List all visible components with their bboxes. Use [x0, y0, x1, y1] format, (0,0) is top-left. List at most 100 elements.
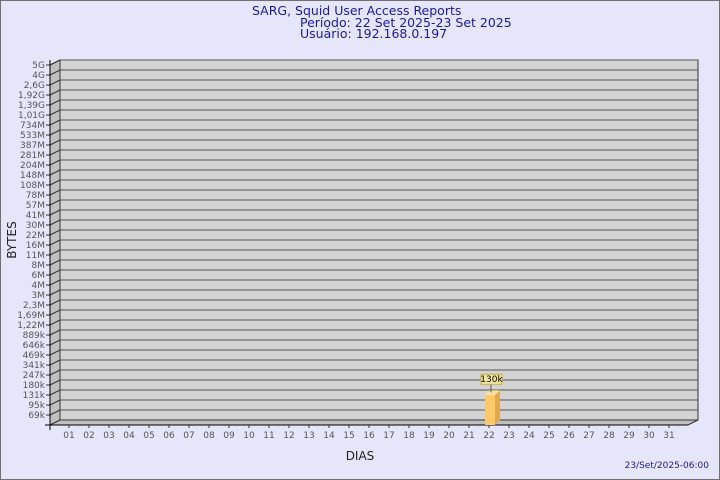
y-tick-label: 78M — [26, 191, 45, 201]
x-tick-label: 19 — [423, 431, 435, 441]
y-tick-label: 180k — [23, 381, 46, 391]
x-tick-label: 10 — [243, 431, 255, 441]
gridline-wall — [49, 269, 61, 276]
y-tick-label: 1,69M — [17, 311, 45, 321]
gridline-wall — [49, 319, 61, 326]
gridline-wall — [49, 229, 61, 236]
x-tick-label: 04 — [123, 431, 135, 441]
gridline-wall — [49, 79, 61, 86]
y-tick-label: 734M — [20, 121, 45, 131]
gridline-wall — [49, 89, 61, 96]
gridline-wall — [49, 309, 61, 316]
x-tick-label: 27 — [583, 431, 594, 441]
x-tick-label: 12 — [283, 431, 294, 441]
x-tick-label: 25 — [543, 431, 554, 441]
x-tick-label: 29 — [623, 431, 635, 441]
chart-user: Usuário: 192.168.0.197 — [300, 26, 448, 41]
x-tick-label: 06 — [163, 431, 175, 441]
y-axis-label: BYTES — [5, 221, 19, 258]
x-tick-label: 01 — [63, 431, 74, 441]
x-tick-label: 26 — [563, 431, 575, 441]
x-tick-label: 11 — [263, 431, 274, 441]
gridline-wall — [49, 159, 61, 166]
gridline-wall — [49, 129, 61, 136]
gridline-wall — [49, 299, 61, 306]
gridline-wall — [49, 339, 61, 346]
bar-side — [495, 390, 500, 425]
gridline-wall — [49, 69, 61, 76]
plot-floor — [49, 419, 699, 426]
y-tick-label: 469k — [23, 351, 46, 361]
gridline-wall — [49, 369, 61, 376]
y-tick-label: 4G — [32, 71, 45, 81]
y-tick-label: 387M — [20, 141, 45, 151]
x-tick-label: 03 — [103, 431, 114, 441]
gridline-wall — [49, 109, 61, 116]
y-tick-label: 2,3M — [23, 301, 45, 311]
y-tick-label: 204M — [20, 161, 45, 171]
x-tick-label: 17 — [383, 431, 394, 441]
gridline-wall — [49, 199, 61, 206]
y-tick-label: 148M — [20, 171, 45, 181]
gridline-wall — [49, 219, 61, 226]
data-label-box — [480, 373, 503, 385]
gridline-wall — [49, 399, 61, 406]
gridline-wall — [49, 289, 61, 296]
gridline-wall — [49, 359, 61, 366]
y-tick-label: 6M — [32, 271, 46, 281]
y-tick-label: 1,01G — [18, 111, 45, 121]
y-tick-label: 889k — [23, 331, 46, 341]
y-tick-label: 5G — [32, 61, 45, 71]
gridline-wall — [49, 389, 61, 396]
y-tick-label: 69k — [28, 411, 45, 421]
y-tick-label: 57M — [26, 201, 45, 211]
x-tick-label: 13 — [303, 431, 314, 441]
y-tick-label: 108M — [20, 181, 45, 191]
y-tick-label: 41M — [26, 211, 45, 221]
y-tick-label: 4M — [32, 281, 46, 291]
y-tick-label: 533M — [20, 131, 45, 141]
y-tick-label: 131k — [23, 391, 46, 401]
y-tick-label: 1,39G — [18, 101, 45, 111]
gridline-wall — [49, 209, 61, 216]
x-axis-label: DIAS — [346, 449, 375, 463]
x-tick-label: 15 — [343, 431, 354, 441]
chart-title: SARG, Squid User Access Reports — [252, 3, 462, 18]
gridline-wall — [49, 119, 61, 126]
gridline-wall — [49, 239, 61, 246]
x-tick-label: 28 — [603, 431, 615, 441]
data-label: 130k — [480, 375, 503, 385]
gridline-wall — [49, 169, 61, 176]
x-tick-label: 07 — [183, 431, 194, 441]
y-tick-label: 1,92G — [18, 91, 45, 101]
y-tick-label: 30M — [26, 221, 45, 231]
y-tick-label: 247k — [23, 371, 46, 381]
gridline-wall — [49, 259, 61, 266]
gridline-wall — [49, 279, 61, 286]
x-tick-label: 21 — [463, 431, 474, 441]
x-tick-label: 16 — [363, 431, 375, 441]
gridline-wall — [49, 379, 61, 386]
y-tick-label: 95k — [28, 401, 45, 411]
y-tick-label: 1,22M — [17, 321, 45, 331]
gridline-wall — [49, 99, 61, 106]
chart-period: Período: 22 Set 2025-23 Set 2025 — [300, 15, 512, 30]
x-tick-label: 14 — [323, 431, 335, 441]
y-tick-label: 646k — [23, 341, 46, 351]
x-tick-label: 08 — [203, 431, 215, 441]
timestamp: 23/Set/2025-06:00 — [624, 461, 709, 471]
y-tick-label: 11M — [26, 251, 45, 261]
y-tick-label: 281M — [20, 151, 45, 161]
gridline-wall — [49, 329, 61, 336]
x-tick-label: 18 — [403, 431, 415, 441]
x-tick-label: 23 — [503, 431, 514, 441]
x-tick-label: 31 — [663, 431, 674, 441]
x-tick-label: 30 — [643, 431, 655, 441]
y-tick-label: 22M — [26, 231, 45, 241]
x-tick-label: 20 — [443, 431, 455, 441]
bar-top — [485, 390, 500, 396]
x-tick-label: 02 — [83, 431, 94, 441]
x-tick-label: 09 — [223, 431, 235, 441]
y-tick-label: 3M — [32, 291, 46, 301]
